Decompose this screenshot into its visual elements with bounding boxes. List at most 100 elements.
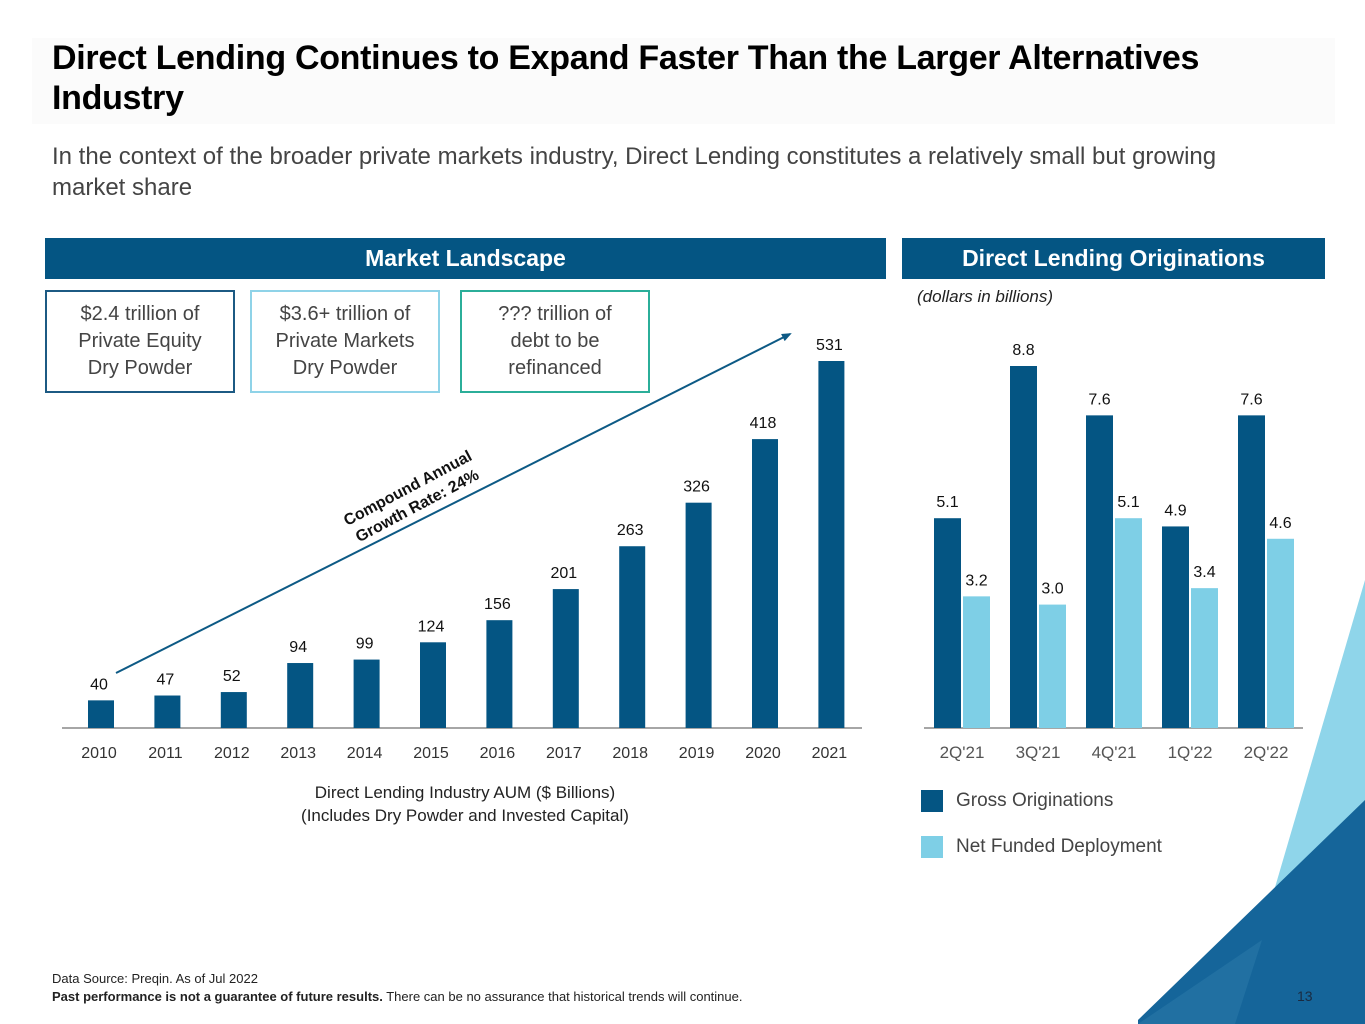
aum-year-tick: 2017 <box>546 745 582 762</box>
stat-line: $3.6+ trillion of <box>279 303 411 325</box>
orig-bar-net <box>1115 518 1142 728</box>
cagr-trend-arrow <box>115 333 792 674</box>
market-landscape-header-label: Market Landscape <box>365 245 566 271</box>
aum-year-tick: 2018 <box>612 745 648 762</box>
legend-label-net: Net Funded Deployment <box>956 836 1162 857</box>
orig-bar-net <box>1191 588 1218 728</box>
title-band <box>32 38 1335 124</box>
disclaimer-bold: Past performance is not a guarantee of f… <box>52 989 383 1004</box>
aum-bar-2010 <box>88 700 114 728</box>
disclaimer-rest: There can be no assurance that historica… <box>382 989 743 1004</box>
legend-item-gross: Gross Originations <box>921 789 1162 813</box>
legend-swatch-gross <box>921 790 943 812</box>
aum-value-label: 94 <box>289 639 307 656</box>
aum-value-label: 124 <box>418 618 445 635</box>
orig-bar-gross <box>1162 526 1189 728</box>
orig-value-label: 4.6 <box>1269 515 1291 532</box>
originations-header: Direct Lending Originations <box>902 238 1325 279</box>
aum-bar-chart: 40 2010 47 2011 52 2012 94 2013 99 2014 124 2015 156… <box>62 337 862 762</box>
orig-value-label: 8.8 <box>1012 342 1034 359</box>
aum-value-label: 531 <box>816 337 843 354</box>
aum-value-label: 156 <box>484 596 511 613</box>
aum-bar-2013 <box>287 663 314 728</box>
orig-bar-gross <box>934 518 961 728</box>
stat-line: Private Equity <box>78 330 202 352</box>
aum-value-label: 263 <box>617 522 644 539</box>
aum-chart-caption: Direct Lending Industry AUM ($ Billions)… <box>240 781 690 827</box>
aum-value-label: 47 <box>157 672 175 689</box>
stat-line: refinanced <box>508 357 602 379</box>
aum-bar-2014 <box>353 659 380 728</box>
orig-bar-net <box>1039 604 1066 728</box>
aum-bar-2017 <box>552 589 579 728</box>
aum-bar-2021 <box>818 361 845 728</box>
aum-bar-2015 <box>420 642 446 728</box>
stat-line: $2.4 trillion of <box>80 303 200 325</box>
orig-bar-net <box>963 596 990 728</box>
orig-bar-gross <box>1010 366 1037 728</box>
orig-quarter-tick: 1Q'22 <box>1168 743 1213 762</box>
orig-quarter-tick: 3Q'21 <box>1016 743 1061 762</box>
orig-value-label: 7.6 <box>1240 391 1262 408</box>
orig-bar-gross <box>1238 415 1265 728</box>
data-source-note: Data Source: Preqin. As of Jul 2022 <box>52 971 258 986</box>
stat-box-pe-dry-powder: $2.4 trillion of Private Equity Dry Powd… <box>45 290 235 393</box>
aum-value-label: 99 <box>356 636 374 653</box>
aum-year-tick: 2019 <box>679 745 715 762</box>
aum-value-label: 40 <box>90 676 108 693</box>
legend-swatch-net <box>921 836 943 858</box>
stat-line: Dry Powder <box>87 357 193 379</box>
aum-year-tick: 2011 <box>148 745 183 762</box>
aum-bar-2020 <box>752 439 778 728</box>
aum-year-tick: 2020 <box>745 745 781 762</box>
aum-bar-2011 <box>154 695 181 728</box>
aum-year-tick: 2012 <box>214 745 250 762</box>
stat-line: Dry Powder <box>292 357 398 379</box>
aum-bar-2019 <box>685 502 712 728</box>
orig-value-label: 3.4 <box>1193 564 1215 581</box>
legend-label-gross: Gross Originations <box>956 790 1114 811</box>
orig-value-label: 4.9 <box>1164 502 1186 519</box>
disclaimer: Past performance is not a guarantee of f… <box>52 989 743 1004</box>
orig-value-label: 7.6 <box>1088 391 1110 408</box>
aum-bar-2016 <box>486 620 513 728</box>
aum-year-tick: 2010 <box>81 745 117 762</box>
stat-line: debt to be <box>510 330 600 352</box>
aum-year-tick: 2021 <box>812 745 848 762</box>
market-landscape-header: Market Landscape <box>45 238 886 279</box>
stat-box-debt-refinance: ??? trillion of debt to be refinanced <box>460 290 650 393</box>
aum-year-tick: 2016 <box>480 745 516 762</box>
page-subtitle: In the context of the broader private ma… <box>52 143 1217 201</box>
aum-bar-2012 <box>220 692 247 728</box>
stat-line: Private Markets <box>275 330 415 352</box>
units-note: (dollars in billions) <box>917 287 1054 306</box>
orig-value-label: 5.1 <box>1117 494 1139 511</box>
orig-quarter-tick: 4Q'21 <box>1092 743 1137 762</box>
orig-quarter-tick: 2Q'21 <box>940 743 985 762</box>
aum-value-label: 201 <box>550 565 577 582</box>
aum-caption-line-2: (Includes Dry Powder and Invested Capita… <box>301 806 629 825</box>
aum-year-tick: 2013 <box>280 745 316 762</box>
aum-year-tick: 2015 <box>413 745 449 762</box>
aum-value-label: 326 <box>683 479 710 496</box>
page-title: Direct Lending Continues to Expand Faste… <box>52 39 1200 117</box>
stat-box-pm-dry-powder: $3.6+ trillion of Private Markets Dry Po… <box>250 290 440 393</box>
aum-value-label: 418 <box>750 415 777 432</box>
orig-value-label: 3.2 <box>965 572 987 589</box>
orig-value-label: 3.0 <box>1041 581 1063 598</box>
orig-quarter-tick: 2Q'22 <box>1244 743 1289 762</box>
originations-header-label: Direct Lending Originations <box>962 245 1265 271</box>
stat-line: ??? trillion of <box>498 303 612 325</box>
originations-bar-chart: 5.1 3.2 2Q'21 8.8 3.0 3Q'21 7.6 5.1 4Q'21 4.9 3.4 1… <box>924 342 1303 762</box>
orig-value-label: 5.1 <box>936 494 958 511</box>
page-number: 13 <box>1297 988 1313 1004</box>
aum-value-label: 52 <box>223 668 241 685</box>
legend-item-net: Net Funded Deployment <box>921 835 1162 859</box>
aum-caption-line-1: Direct Lending Industry AUM ($ Billions) <box>314 783 616 802</box>
originations-legend: Gross Originations Net Funded Deployment <box>921 789 1162 881</box>
orig-bar-net <box>1267 538 1294 728</box>
aum-year-tick: 2014 <box>347 745 383 762</box>
aum-bar-2018 <box>619 546 646 728</box>
orig-bar-gross <box>1086 415 1113 728</box>
